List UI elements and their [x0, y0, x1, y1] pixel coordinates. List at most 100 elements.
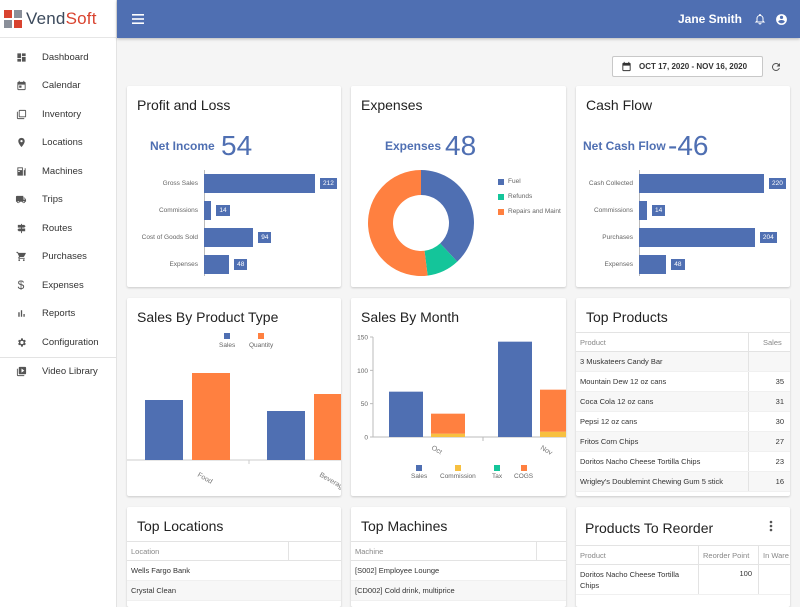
- sidebar-item-reports[interactable]: Reports: [0, 300, 116, 329]
- legend-item: Sales: [219, 333, 235, 349]
- sidebar-item-inventory[interactable]: Inventory: [0, 100, 116, 129]
- bell-icon[interactable]: [754, 13, 766, 25]
- bar[interactable]: [431, 433, 465, 437]
- legend-label: Sales: [411, 473, 428, 480]
- refresh-icon[interactable]: [770, 60, 782, 78]
- cash-flow-card: Cash Flow Net Cash Flow -46 Cash Collect…: [576, 86, 790, 287]
- sidebar-item-video-library[interactable]: Video Library: [0, 356, 116, 386]
- more-vert-icon[interactable]: [769, 519, 773, 537]
- menu-icon[interactable]: [132, 14, 144, 24]
- net-income-value: 54: [221, 130, 253, 161]
- location-name: Wells Fargo Bank: [131, 566, 191, 575]
- bar-category-label: Cost of Goods Sold: [141, 233, 198, 241]
- in-warehouse-value: [758, 565, 790, 594]
- sales-value: 30: [748, 412, 790, 431]
- card-title: Top Locations: [137, 518, 224, 534]
- bar[interactable]: [540, 389, 566, 432]
- bar[interactable]: [204, 255, 230, 274]
- pie-slice[interactable]: [424, 243, 458, 276]
- table-row[interactable]: Fritos Corn Chips 27: [576, 432, 790, 452]
- date-range-button[interactable]: OCT 17, 2020 - NOV 16, 2020: [612, 56, 763, 77]
- bar[interactable]: [498, 341, 532, 437]
- bar[interactable]: [431, 413, 465, 434]
- column-header-blank[interactable]: [536, 542, 566, 560]
- table-row[interactable]: Doritos Nacho Cheese Tortilla Chips 23: [576, 452, 790, 472]
- table-row[interactable]: Wells Fargo Bank: [127, 561, 341, 581]
- bar[interactable]: [540, 431, 566, 437]
- column-header-blank[interactable]: [288, 542, 341, 560]
- x-tick-label: Nov: [539, 445, 554, 458]
- bar[interactable]: [145, 400, 183, 460]
- sidebar-item-expenses[interactable]: $ Expenses: [0, 271, 116, 300]
- sales-value: 23: [748, 452, 790, 471]
- table-row[interactable]: Pepsi 12 oz cans 30: [576, 412, 790, 432]
- x-tick-label: Food: [196, 472, 213, 486]
- brand-name: VendSoft: [26, 8, 97, 28]
- bar[interactable]: [639, 228, 755, 247]
- sidebar-item-routes[interactable]: Routes: [0, 214, 116, 243]
- table-row[interactable]: Wrigley's Doublemint Chewing Gum 5 stick…: [576, 472, 790, 492]
- sales-value: 27: [748, 432, 790, 451]
- column-header-in-warehouse[interactable]: In Ware: [758, 546, 790, 564]
- column-header-reorder-point[interactable]: Reorder Point: [698, 546, 758, 564]
- sidebar-item-dashboard[interactable]: Dashboard: [0, 43, 116, 72]
- column-header-machine[interactable]: Machine: [355, 546, 384, 556]
- sidebar-item-trips[interactable]: Trips: [0, 186, 116, 215]
- table-row[interactable]: 3 Muskateers Candy Bar: [576, 352, 790, 372]
- sidebar-item-configuration[interactable]: Configuration: [0, 328, 116, 357]
- bar[interactable]: [204, 228, 254, 247]
- legend-item: Quantity: [249, 333, 273, 349]
- sidebar-item-machines[interactable]: Machines: [0, 157, 116, 186]
- product-name: Fritos Corn Chips: [580, 437, 639, 446]
- table-row[interactable]: Mountain Dew 12 oz cans 35: [576, 372, 790, 392]
- expenses-card: Expenses Expenses 48 Fuel Refunds Repair…: [351, 86, 566, 287]
- bar-value-label: 204: [759, 231, 777, 243]
- user-name[interactable]: Jane Smith: [677, 12, 742, 26]
- column-header-product[interactable]: Product: [580, 550, 606, 560]
- bar[interactable]: [639, 201, 647, 220]
- top-products-card: Top Products Product Sales 3 Muskateers …: [576, 298, 790, 496]
- top-locations-card: Top Locations Location Wells Fargo Bank …: [127, 507, 341, 607]
- column-header-location[interactable]: Location: [131, 546, 160, 556]
- legend-label: Refunds: [508, 193, 533, 200]
- table-row[interactable]: Crystal Clean: [127, 581, 341, 601]
- table-row[interactable]: [CD002] Cold drink, multiprice: [351, 581, 566, 601]
- bar[interactable]: [192, 373, 230, 460]
- bar[interactable]: [639, 174, 764, 193]
- legend-label: Tax: [492, 473, 503, 480]
- truck-icon: [0, 194, 42, 205]
- sidebar-item-locations[interactable]: Locations: [0, 129, 116, 158]
- bar-category-label: Expenses: [604, 260, 633, 268]
- legend-label: Repairs and Maint: [508, 208, 561, 215]
- account-icon[interactable]: [775, 13, 788, 26]
- table-header: Product Reorder Point In Ware: [576, 545, 790, 565]
- product-name: Coca Cola 12 oz cans: [580, 397, 654, 406]
- bar[interactable]: [204, 174, 315, 193]
- products-to-reorder-card: Products To Reorder Product Reorder Poin…: [576, 507, 790, 607]
- table-row[interactable]: [S002] Employee Lounge: [351, 561, 566, 581]
- table-row[interactable]: Coca Cola 12 oz cans 31: [576, 392, 790, 412]
- vendsoft-logo-icon: [4, 9, 22, 28]
- expenses-kpi-value: 48: [445, 130, 477, 161]
- sidebar-item-calendar[interactable]: Calendar: [0, 72, 116, 101]
- bar[interactable]: [639, 255, 667, 274]
- sales-by-month-chart: 0 50 100 150 Oct Nov: [357, 335, 566, 458]
- table-row[interactable]: Doritos Nacho Cheese Tortilla Chips 100: [576, 565, 790, 595]
- calendar-icon: [621, 61, 632, 72]
- bar[interactable]: [314, 394, 341, 460]
- bar[interactable]: [204, 201, 212, 220]
- pie-slice[interactable]: [421, 170, 474, 262]
- legend-swatch: [454, 465, 461, 471]
- bar[interactable]: [267, 411, 305, 460]
- machine-icon: [0, 166, 42, 177]
- brand-logo[interactable]: VendSoft: [0, 0, 116, 38]
- signpost-icon: [0, 223, 42, 234]
- pie-slice[interactable]: [368, 170, 428, 276]
- column-header-sales[interactable]: Sales: [748, 333, 790, 351]
- profit-loss-card: Profit and Loss Net Income 54 Gross Sale…: [127, 86, 341, 287]
- sales-value: 35: [748, 372, 790, 391]
- column-header-product[interactable]: Product: [580, 337, 606, 347]
- bar[interactable]: [389, 391, 423, 437]
- sidebar-item-purchases[interactable]: Purchases: [0, 243, 116, 272]
- sidebar-item-label: Calendar: [42, 80, 81, 92]
